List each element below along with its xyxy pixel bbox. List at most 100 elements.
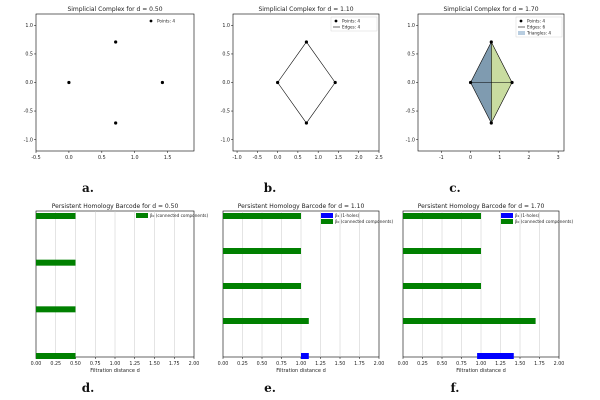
x-tick-label: 0.25 [417, 361, 428, 367]
legend-swatch [321, 213, 333, 218]
x-tick-label: 0.25 [237, 361, 248, 367]
y-tick-label: 0.0 [407, 80, 415, 86]
x-tick-label: 0.75 [90, 361, 101, 367]
y-tick-label: -0.5 [24, 109, 33, 115]
legend-point-marker [149, 19, 153, 23]
barcode-bar-beta0 [223, 248, 301, 254]
barcode-bar-beta0 [36, 306, 76, 313]
legend-box [515, 16, 563, 38]
edge-line [491, 82, 513, 124]
y-tick-label: -0.5 [406, 109, 415, 115]
x-axis-label: Filtration distance d [456, 368, 506, 374]
x-tick-label: 1.75 [354, 361, 365, 367]
y-tick-label: 1.0 [25, 23, 33, 29]
edge-line [306, 41, 336, 83]
barcode-bar-beta0 [403, 318, 536, 324]
panel-caption: e. [264, 381, 276, 395]
barcode-bar-beta0 [403, 213, 481, 219]
legend-box [330, 16, 378, 32]
x-tick-label: 0.75 [276, 361, 287, 367]
legend-label: β₀ (connected components) [150, 213, 208, 218]
barcode-bar-beta1 [301, 353, 309, 359]
data-point [304, 121, 309, 125]
edge-line [306, 82, 336, 124]
data-point [67, 80, 71, 85]
barcode-bar-beta0 [36, 259, 76, 266]
y-tick-label: -1.0 [406, 137, 415, 143]
edge-line [491, 41, 513, 83]
barcode-bar-beta0 [223, 213, 301, 219]
x-tick-label: 2.00 [554, 361, 565, 367]
x-axis-label: Filtration distance d [276, 368, 326, 374]
x-tick-label: 1.50 [515, 361, 526, 367]
panel-f: Persistent Homology Barcode for d = 1.70… [398, 203, 574, 395]
edge-line [470, 41, 492, 83]
legend: β₀ (connected components) [136, 213, 208, 218]
legend: β₁ (1-holes)β₀ (connected components) [501, 213, 573, 224]
panel-title: Simplicial Complex for d = 1.70 [443, 6, 538, 13]
data-point [489, 40, 493, 44]
barcode-bar-beta0 [403, 248, 481, 254]
x-tick-label: -1.0 [232, 155, 241, 161]
x-tick-label: -0.5 [31, 155, 40, 161]
legend-label: Edges: 4 [342, 25, 360, 30]
x-tick-label: 0.0 [65, 155, 73, 161]
x-tick-label: 0.50 [437, 361, 448, 367]
x-tick-label: 0.00 [218, 361, 229, 367]
barcode-bar-beta0 [36, 213, 76, 219]
panel-title: Simplicial Complex for d = 0.50 [67, 6, 162, 13]
panel-caption: a. [82, 181, 94, 195]
x-tick-label: 1.00 [296, 361, 307, 367]
legend-point-marker [334, 19, 338, 23]
panel-d: Persistent Homology Barcode for d = 0.50… [31, 203, 209, 395]
x-tick-label: 1.00 [476, 361, 487, 367]
barcode-bar-beta0 [223, 283, 301, 289]
data-point [160, 80, 164, 85]
x-tick-label: 2.00 [189, 361, 200, 367]
panel-caption: b. [264, 181, 277, 195]
y-tick-label: 0.0 [25, 80, 33, 86]
x-tick-label: 1.25 [495, 361, 506, 367]
data-point [276, 80, 280, 85]
x-tick-label: -0.5 [253, 155, 262, 161]
x-tick-label: 2.0 [355, 155, 363, 161]
legend-point-marker [519, 19, 523, 23]
x-tick-label: 1.75 [534, 361, 545, 367]
y-tick-label: 0.5 [222, 52, 230, 58]
data-point [304, 40, 309, 44]
legend-patch-marker [518, 31, 525, 35]
legend-swatch [136, 213, 148, 218]
panel-caption: c. [449, 181, 460, 195]
x-tick-label: 2.00 [374, 361, 385, 367]
legend-label: Edges: 6 [527, 25, 545, 30]
x-tick-label: 1.50 [335, 361, 346, 367]
barcode-bar-beta0 [403, 283, 481, 289]
edge-line [277, 41, 307, 83]
x-tick-label: 1.25 [315, 361, 326, 367]
panel-title: Simplicial Complex for d = 1.10 [258, 6, 353, 13]
x-tick-label: 1 [498, 155, 501, 161]
panel-title: Persistent Homology Barcode for d = 0.50 [52, 203, 179, 210]
x-tick-label: 0.50 [70, 361, 81, 367]
data-point [114, 121, 118, 125]
x-tick-label: 2 [527, 155, 530, 161]
x-axis-label: Filtration distance d [90, 368, 140, 374]
legend-label: β₁ (1-holes) [335, 213, 360, 218]
x-tick-label: 1.0 [131, 155, 139, 161]
panel-caption: f. [451, 381, 460, 395]
legend-label: Points: 4 [157, 19, 175, 24]
data-point [510, 80, 514, 85]
legend-label: β₀ (connected components) [335, 219, 393, 224]
barcode-bar-beta1 [477, 353, 514, 359]
edge-line [277, 82, 307, 124]
legend-swatch [501, 219, 513, 224]
x-tick-label: 0.00 [398, 361, 409, 367]
legend-label: Points: 4 [342, 19, 360, 24]
x-tick-label: 1.0 [314, 155, 322, 161]
x-tick-label: 0.00 [31, 361, 42, 367]
y-tick-label: 0.5 [407, 52, 415, 58]
y-tick-label: 1.0 [407, 23, 415, 29]
plot-frame [35, 13, 195, 152]
panel-title: Persistent Homology Barcode for d = 1.70 [418, 203, 545, 210]
